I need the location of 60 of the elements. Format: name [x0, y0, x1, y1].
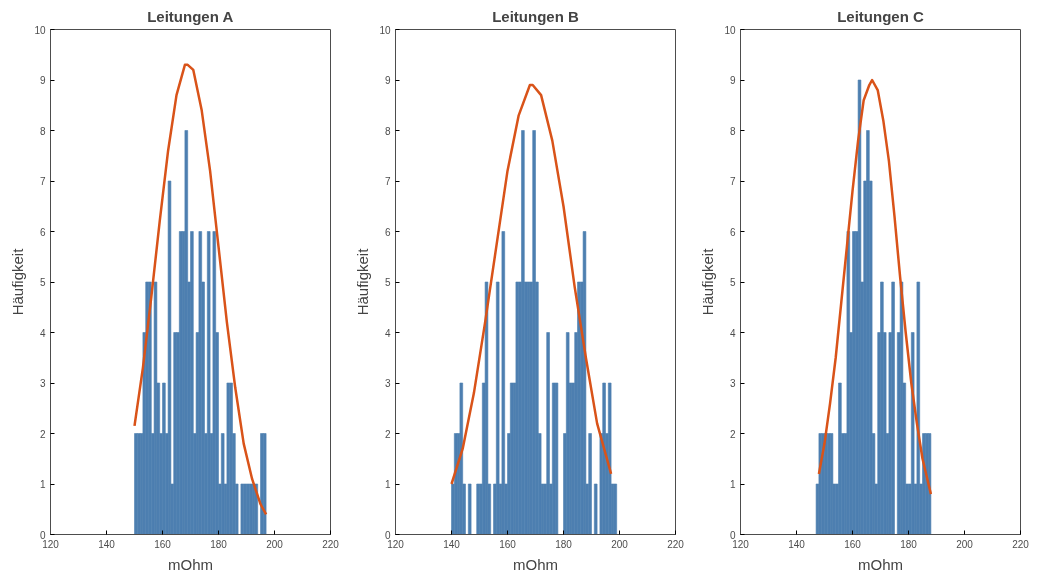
y-tick-label: 2: [384, 428, 391, 440]
y-tick-label: 7: [384, 176, 391, 187]
x-tick-label: 200: [956, 538, 974, 550]
y-axis-title: Häufigkeit: [9, 247, 27, 316]
y-tick-label: 1: [384, 479, 391, 490]
x-tick-label: 200: [611, 538, 629, 550]
x-tick-label: 120: [387, 538, 405, 550]
y-tick-label: 10: [724, 24, 736, 36]
y-tick-label: 2: [39, 428, 46, 440]
y-tick-label: 0: [39, 529, 46, 541]
x-axis-title: mOhm: [858, 555, 903, 573]
y-tick-label: 9: [729, 75, 736, 86]
y-tick-label: 3: [729, 378, 736, 389]
x-tick-label: 160: [844, 538, 862, 550]
y-tick-label: 5: [384, 277, 391, 288]
y-tick-label: 2: [729, 428, 736, 440]
y-axis-title: Häufigkeit: [699, 247, 717, 316]
x-tick-label: 200: [266, 538, 284, 550]
x-tick-label: 120: [42, 538, 60, 550]
y-tick-label: 3: [39, 378, 46, 389]
x-axis-title: mOhm: [168, 555, 213, 573]
x-tick-label: 140: [98, 538, 116, 550]
y-axis-title: Häufigkeit: [354, 247, 372, 316]
chart-title: Leitungen A: [147, 7, 234, 25]
y-tick-label: 3: [384, 378, 391, 389]
x-tick-label: 180: [210, 538, 228, 550]
chart-title: Leitungen B: [492, 7, 579, 25]
y-tick-label: 9: [384, 75, 391, 86]
y-tick-label: 5: [39, 277, 46, 288]
y-tick-label: 6: [39, 226, 46, 238]
y-tick-label: 7: [729, 176, 736, 187]
x-tick-label: 180: [555, 538, 573, 550]
y-tick-label: 10: [379, 24, 391, 36]
y-tick-label: 1: [729, 479, 736, 490]
y-tick-label: 0: [729, 529, 736, 541]
y-tick-label: 4: [384, 327, 391, 339]
y-tick-label: 8: [729, 125, 736, 137]
y-tick-label: 6: [384, 226, 391, 238]
x-tick-label: 220: [322, 538, 340, 550]
x-tick-label: 220: [1012, 538, 1030, 550]
y-tick-label: 1: [39, 479, 46, 490]
x-tick-label: 160: [154, 538, 172, 550]
x-tick-label: 180: [900, 538, 918, 550]
x-tick-label: 120: [732, 538, 750, 550]
y-tick-label: 8: [39, 125, 46, 137]
y-tick-label: 5: [729, 277, 736, 288]
x-tick-label: 220: [667, 538, 685, 550]
x-tick-label: 140: [788, 538, 806, 550]
x-tick-label: 140: [443, 538, 461, 550]
y-tick-label: 4: [729, 327, 736, 339]
y-tick-label: 8: [384, 125, 391, 137]
x-axis-title: mOhm: [513, 555, 558, 573]
y-tick-label: 0: [384, 529, 391, 541]
chart-title: Leitungen C: [837, 7, 924, 25]
y-tick-label: 4: [39, 327, 46, 339]
y-tick-label: 7: [39, 176, 46, 187]
y-tick-label: 9: [39, 75, 46, 86]
x-tick-label: 160: [499, 538, 517, 550]
y-tick-label: 6: [729, 226, 736, 238]
y-tick-label: 10: [34, 24, 46, 36]
